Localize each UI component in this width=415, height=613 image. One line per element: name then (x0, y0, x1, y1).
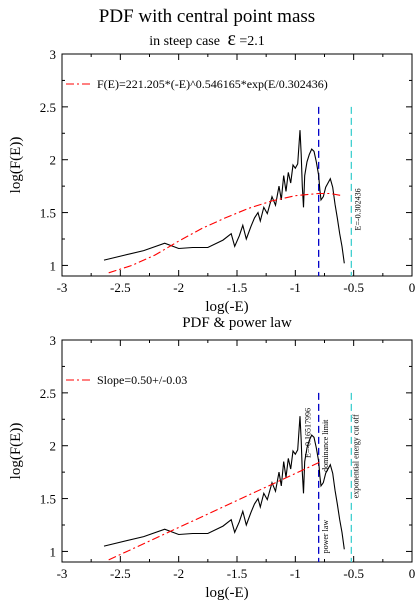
x-tick-label: -0.5 (343, 566, 364, 581)
bottom-panel: PDF & power law -3 -2.5 -2 -1.5 -1 -0.5 0 1 1.5 2 2… (8, 315, 415, 601)
annotation-label: exponential energy cut off (351, 414, 360, 498)
annotation-label: dominance limit (321, 419, 330, 472)
y-tick-label: 2.5 (40, 100, 56, 115)
x-tick-label: 0 (409, 280, 415, 295)
x-axis-label: log(-E) (205, 585, 248, 601)
y-tick-label: 1.5 (40, 492, 56, 507)
top-panel: -3 -2.5 -2 -1.5 -1 -0.5 0 1 1.5 2 2.5 3 log(-E) log(F… (8, 47, 415, 315)
y-tick-label: 1 (50, 258, 57, 273)
subtitle-suffix: =2.1 (239, 34, 264, 49)
pdf-data-line (103, 130, 345, 264)
annotation-label: power law (321, 520, 330, 554)
legend-entry: Slope=0.50+/-0.03 (97, 373, 187, 387)
y-tick-label: 1.5 (40, 206, 56, 221)
y-tick-label: 2 (50, 153, 57, 168)
panel-title: PDF & power law (182, 315, 292, 331)
subtitle-prefix: in steep case (149, 34, 220, 49)
x-tick-label: 0 (409, 566, 415, 581)
x-tick-label: -1 (290, 566, 301, 581)
y-tick-label: 2.5 (40, 386, 56, 401)
y-tick-label: 3 (50, 333, 57, 348)
epsilon-symbol: ε (227, 28, 235, 50)
y-axis-label: log(F(E)) (8, 423, 24, 480)
x-axis-label: log(-E) (205, 299, 248, 315)
x-tick-label: -1.5 (227, 566, 248, 581)
y-tick-label: 1 (50, 544, 57, 559)
x-tick-label: -2.5 (110, 566, 131, 581)
fit-line (108, 461, 322, 561)
y-tick-label: 2 (50, 439, 57, 454)
fit-line (108, 192, 343, 274)
figure-title: PDF with central point mass (99, 6, 315, 27)
pdf-data-line (103, 416, 345, 550)
annotation-label: E=-0.16517996 (304, 408, 313, 458)
y-tick-label: 3 (50, 47, 57, 62)
x-tick-label: -2 (173, 566, 184, 581)
x-tick-label: -1.5 (227, 280, 248, 295)
y-axis-label: log(F(E)) (8, 137, 24, 194)
x-tick-label: -1 (290, 280, 301, 295)
x-tick-label: -3 (57, 280, 68, 295)
legend-entry: F(E)=221.205*(-E)^0.546165*exp(E/0.30243… (97, 77, 328, 91)
x-tick-label: -3 (57, 566, 68, 581)
figure-subtitle: in steep case ε =2.1 (149, 28, 265, 50)
x-tick-label: -2 (173, 280, 184, 295)
annotation-label: E=-0.302436 (354, 188, 363, 230)
x-tick-label: -2.5 (110, 280, 131, 295)
x-tick-label: -0.5 (343, 280, 364, 295)
